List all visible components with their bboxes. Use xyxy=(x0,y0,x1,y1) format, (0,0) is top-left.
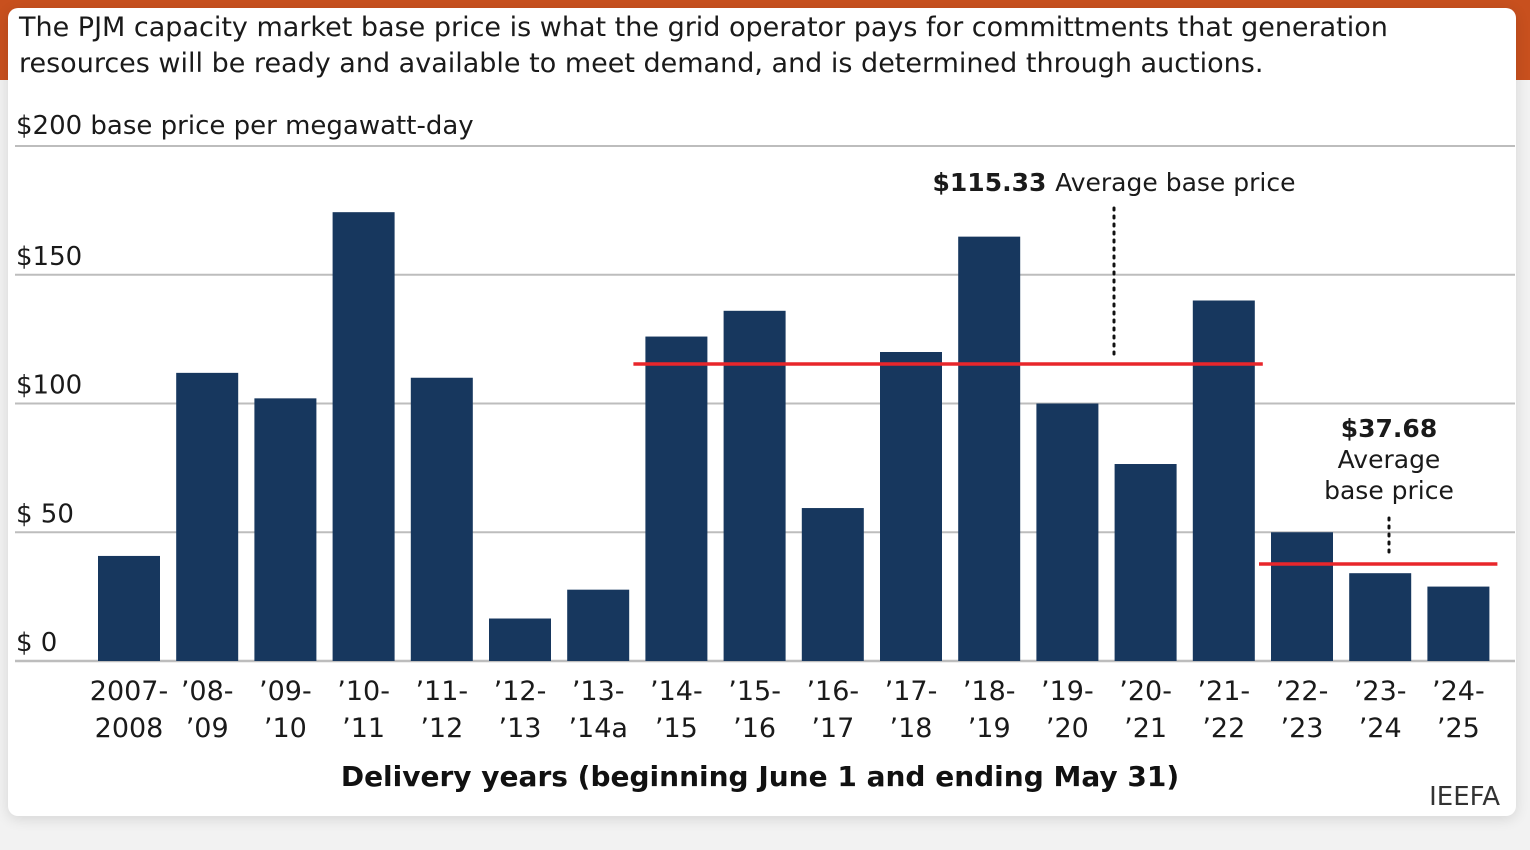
x-tick-label: ’22- xyxy=(1276,676,1329,707)
bar xyxy=(1192,300,1255,661)
bar xyxy=(645,336,708,661)
x-axis-label: Delivery years (beginning June 1 and end… xyxy=(341,760,1179,793)
average-amount: $37.68 xyxy=(1341,414,1437,443)
bar xyxy=(98,555,160,661)
bar xyxy=(801,508,864,661)
x-tick-label: ’25 xyxy=(1437,713,1480,744)
average-annotation: $115.33 Average base price xyxy=(933,168,1296,197)
x-tick-label: ’17- xyxy=(885,676,938,707)
bar xyxy=(958,236,1021,661)
bar xyxy=(567,589,630,661)
bar xyxy=(880,352,942,661)
x-tick-label: ’20- xyxy=(1119,676,1172,707)
x-tick-label: ’11 xyxy=(342,713,385,744)
x-tick-label: ’23- xyxy=(1354,676,1407,707)
bar xyxy=(1036,403,1099,661)
average-label: base price xyxy=(1324,476,1454,505)
average-label: Average base price xyxy=(1055,168,1295,197)
bar xyxy=(1427,586,1490,661)
y-tick-label: $100 xyxy=(16,371,82,401)
bar xyxy=(332,212,395,662)
bar xyxy=(1114,464,1177,661)
x-tick-label: ’12 xyxy=(420,713,463,744)
source-credit: IEEFA xyxy=(1429,782,1500,812)
x-tick-label: ’15- xyxy=(728,676,781,707)
x-tick-label: ’13 xyxy=(499,713,542,744)
x-tick-label: ’16 xyxy=(733,713,776,744)
x-tick-label: ’10 xyxy=(264,713,307,744)
bar xyxy=(1349,573,1412,661)
x-tick-label: ’11- xyxy=(415,676,468,707)
bar xyxy=(254,398,317,661)
x-tick-label: 2008 xyxy=(95,713,164,744)
x-tick-label: ’15 xyxy=(655,713,698,744)
bar xyxy=(1271,532,1333,661)
y-tick-label: $ 50 xyxy=(16,499,74,529)
x-tick-label: 2007- xyxy=(90,676,168,707)
x-tick-label: ’19- xyxy=(1041,676,1094,707)
x-tick-label: ’20 xyxy=(1046,713,1089,744)
x-tick-label: ’18- xyxy=(963,676,1016,707)
y-tick-label: $150 xyxy=(16,242,82,272)
x-tick-label: ’08- xyxy=(181,676,234,707)
x-tick-label: ’16- xyxy=(806,676,859,707)
y-axis-label: $200 base price per megawatt-day xyxy=(16,111,474,141)
x-tick-label: ’09- xyxy=(259,676,312,707)
x-tick-label: ’23 xyxy=(1281,713,1324,744)
y-tick-label: $ 0 xyxy=(16,628,57,658)
bar xyxy=(723,310,786,661)
x-tick-label: ’14- xyxy=(650,676,703,707)
bar xyxy=(489,618,551,661)
average-amount: $115.33 xyxy=(933,168,1056,197)
x-tick-label: ’12- xyxy=(494,676,547,707)
x-tick-label: ’22 xyxy=(1202,713,1245,744)
bar xyxy=(176,372,239,661)
x-tick-label: ’19 xyxy=(968,713,1011,744)
x-tick-label: ’09 xyxy=(186,713,229,744)
x-tick-label: ’18 xyxy=(890,713,933,744)
bar xyxy=(410,377,473,661)
x-tick-label: ’21- xyxy=(1197,676,1250,707)
x-tick-label: ’13- xyxy=(572,676,625,707)
x-tick-label: ’24 xyxy=(1359,713,1402,744)
average-label: Average xyxy=(1338,445,1441,474)
x-tick-label: ’10- xyxy=(337,676,390,707)
x-tick-label: ’17 xyxy=(811,713,854,744)
chart-subtitle: The PJM capacity market base price is wh… xyxy=(19,12,1388,79)
x-tick-label: ’21 xyxy=(1124,713,1167,744)
x-tick-label: ’14a xyxy=(568,713,627,744)
x-tick-label: ’24- xyxy=(1432,676,1485,707)
